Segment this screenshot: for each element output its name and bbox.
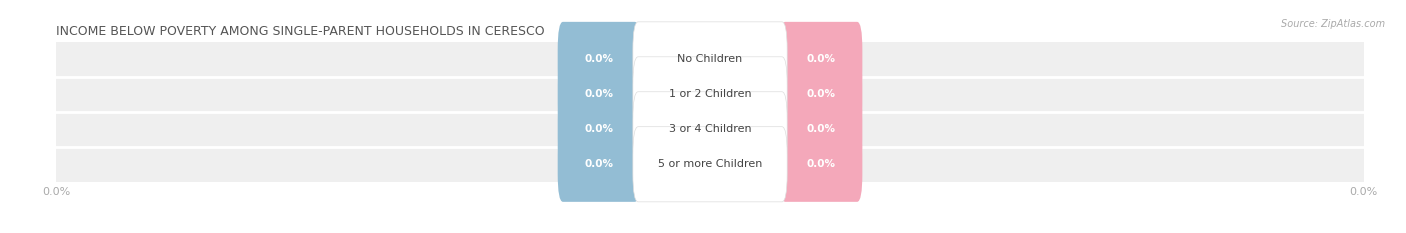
- FancyBboxPatch shape: [780, 22, 862, 97]
- Text: 0.0%: 0.0%: [807, 55, 835, 64]
- FancyBboxPatch shape: [558, 22, 640, 97]
- FancyBboxPatch shape: [780, 57, 862, 132]
- Bar: [56, 147, 1364, 182]
- Text: No Children: No Children: [678, 55, 742, 64]
- FancyBboxPatch shape: [633, 57, 787, 132]
- Text: 3 or 4 Children: 3 or 4 Children: [669, 124, 751, 134]
- FancyBboxPatch shape: [780, 127, 862, 202]
- Text: 1 or 2 Children: 1 or 2 Children: [669, 89, 751, 99]
- FancyBboxPatch shape: [558, 127, 640, 202]
- FancyBboxPatch shape: [558, 57, 640, 132]
- Bar: [56, 112, 1364, 147]
- Text: 0.0%: 0.0%: [807, 89, 835, 99]
- FancyBboxPatch shape: [633, 92, 787, 167]
- Text: 0.0%: 0.0%: [585, 124, 613, 134]
- Bar: [56, 77, 1364, 112]
- Text: INCOME BELOW POVERTY AMONG SINGLE-PARENT HOUSEHOLDS IN CERESCO: INCOME BELOW POVERTY AMONG SINGLE-PARENT…: [56, 25, 546, 38]
- FancyBboxPatch shape: [633, 127, 787, 202]
- FancyBboxPatch shape: [780, 92, 862, 167]
- Text: Source: ZipAtlas.com: Source: ZipAtlas.com: [1281, 19, 1385, 29]
- Text: 0.0%: 0.0%: [807, 124, 835, 134]
- Text: 5 or more Children: 5 or more Children: [658, 159, 762, 169]
- Text: 0.0%: 0.0%: [807, 159, 835, 169]
- Legend: Single Father, Single Mother: Single Father, Single Mother: [610, 229, 810, 233]
- Text: 0.0%: 0.0%: [585, 55, 613, 64]
- Text: 0.0%: 0.0%: [585, 89, 613, 99]
- Text: 0.0%: 0.0%: [585, 159, 613, 169]
- FancyBboxPatch shape: [633, 22, 787, 97]
- FancyBboxPatch shape: [558, 92, 640, 167]
- Bar: [56, 42, 1364, 77]
